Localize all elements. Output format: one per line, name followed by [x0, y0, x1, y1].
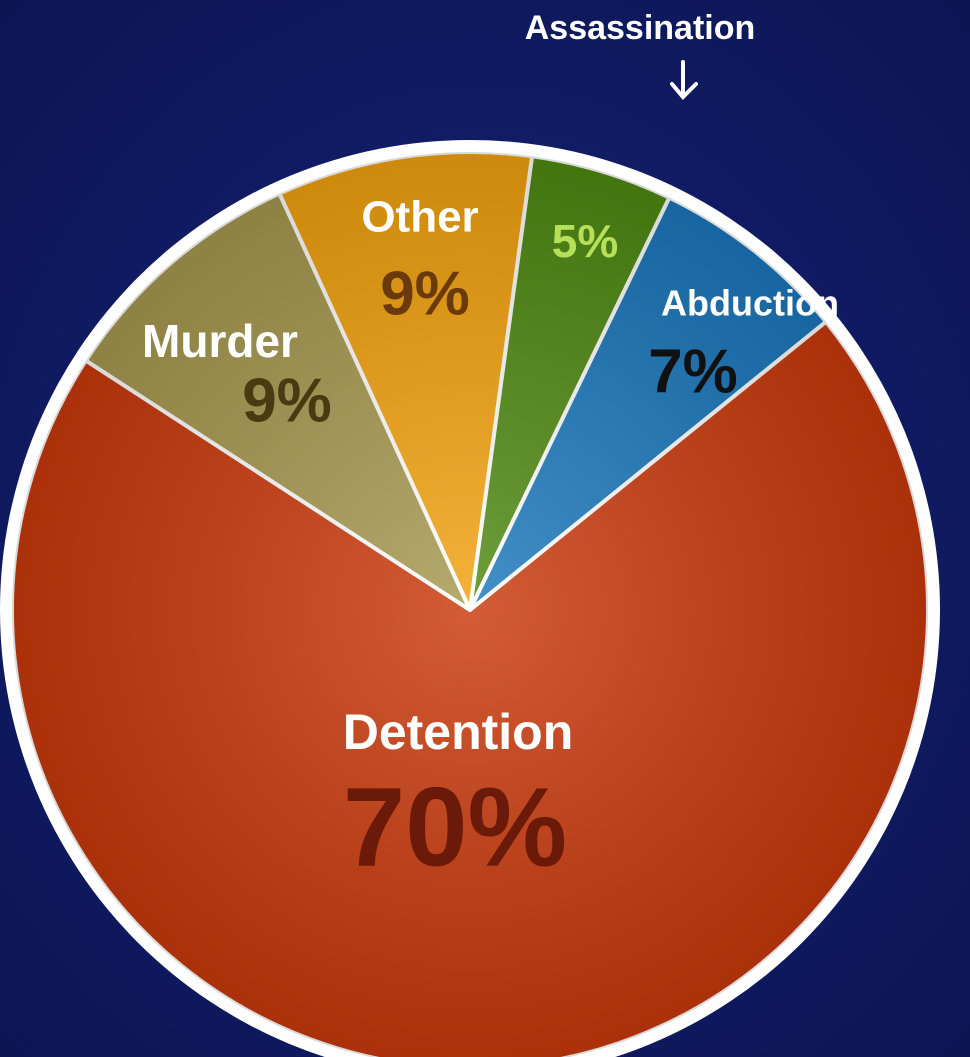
callout-arrow: [670, 60, 698, 100]
value-label: 9%: [380, 259, 470, 328]
labels: Other 9% Assassination 5% Abduction 7% Detenti…: [142, 9, 839, 890]
value-label: 9%: [242, 366, 332, 435]
value-label: 7%: [648, 337, 738, 406]
value-label: 70%: [343, 765, 567, 890]
value-label: 5%: [552, 215, 618, 267]
slice-label: Other: [361, 193, 478, 242]
slice-label: Murder: [142, 315, 298, 367]
slice-label: Assassination: [525, 9, 756, 47]
slice-label: Detention: [343, 704, 574, 760]
slice-label: Abduction: [661, 283, 839, 324]
